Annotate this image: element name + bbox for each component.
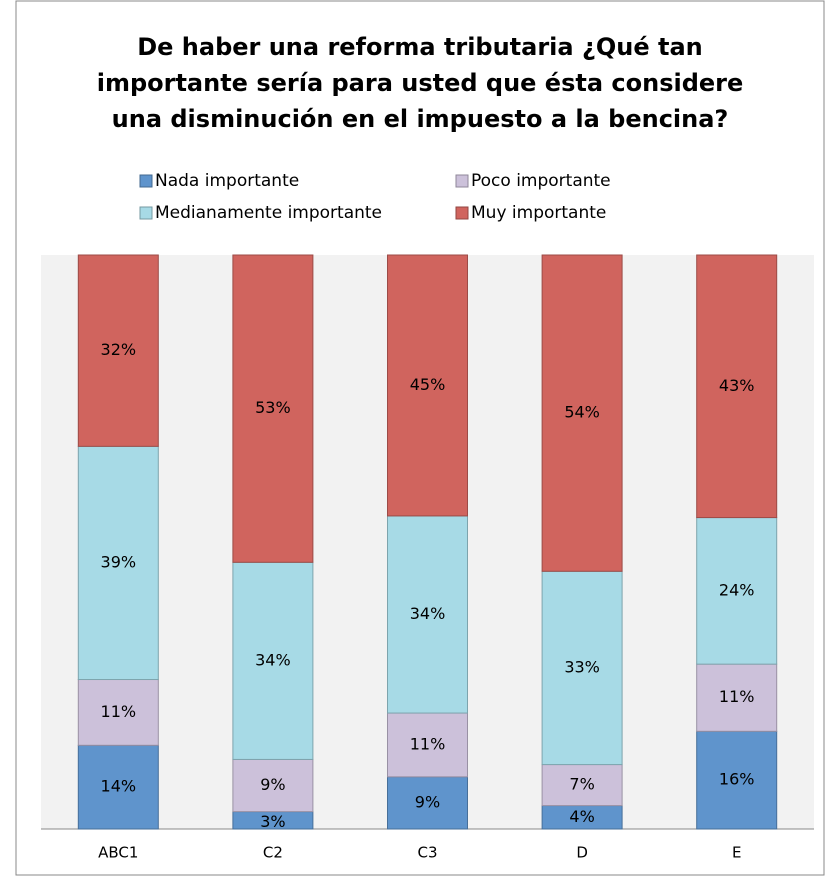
bar-segment bbox=[541, 254, 623, 572]
bar-segment bbox=[77, 744, 159, 830]
bar-segment bbox=[387, 712, 468, 778]
legend-label: Nada importante bbox=[155, 171, 299, 191]
data-label: 14% bbox=[101, 777, 137, 796]
chart-title: una disminución en el impuesto a la benc… bbox=[112, 105, 729, 133]
bar-segment bbox=[696, 663, 778, 732]
data-label: 45% bbox=[410, 375, 446, 394]
data-label: 4% bbox=[569, 807, 594, 826]
bar-segment bbox=[387, 515, 468, 714]
bar-segment bbox=[232, 254, 314, 563]
chart-title: importante sería para usted que ésta con… bbox=[97, 69, 744, 97]
chart-title: De haber una reforma tributaria ¿Qué tan bbox=[137, 33, 703, 61]
data-label: 16% bbox=[719, 770, 755, 789]
legend-label: Medianamente importante bbox=[155, 203, 382, 223]
data-label: 7% bbox=[569, 775, 594, 794]
x-tick-label: ABC1 bbox=[98, 844, 138, 862]
legend-label: Poco importante bbox=[471, 171, 611, 191]
data-label: 3% bbox=[260, 812, 285, 831]
data-label: 24% bbox=[719, 580, 755, 599]
data-label: 54% bbox=[564, 403, 600, 422]
x-tick-label: C2 bbox=[263, 844, 283, 862]
bar-segment bbox=[232, 561, 314, 760]
data-label: 39% bbox=[101, 552, 137, 571]
data-label: 9% bbox=[415, 792, 440, 811]
data-label: 32% bbox=[101, 340, 137, 359]
data-label: 11% bbox=[719, 687, 755, 706]
data-label: 34% bbox=[255, 650, 291, 669]
bar-segment bbox=[696, 254, 778, 519]
bar-segment bbox=[232, 758, 314, 813]
legend-swatch bbox=[455, 206, 469, 220]
bar-segment bbox=[77, 254, 159, 447]
legend-swatch bbox=[139, 174, 153, 188]
data-label: 9% bbox=[260, 775, 285, 794]
data-label: 33% bbox=[564, 657, 600, 676]
x-tick-label: E bbox=[732, 844, 741, 862]
bar-segment bbox=[387, 776, 468, 830]
data-label: 11% bbox=[410, 734, 446, 753]
bar-segment bbox=[541, 764, 623, 807]
legend-swatch bbox=[455, 174, 469, 188]
legend-swatch bbox=[139, 206, 153, 220]
data-label: 43% bbox=[719, 376, 755, 395]
data-label: 34% bbox=[410, 604, 446, 623]
data-label: 53% bbox=[255, 398, 291, 417]
x-tick-label: D bbox=[576, 844, 588, 862]
data-label: 11% bbox=[101, 702, 137, 721]
legend-label: Muy importante bbox=[471, 203, 606, 223]
x-tick-label: C3 bbox=[417, 844, 437, 862]
bar-segment bbox=[696, 730, 778, 830]
bar-segment bbox=[387, 254, 468, 517]
bar-segment bbox=[77, 679, 159, 746]
bar-segment bbox=[77, 445, 159, 681]
